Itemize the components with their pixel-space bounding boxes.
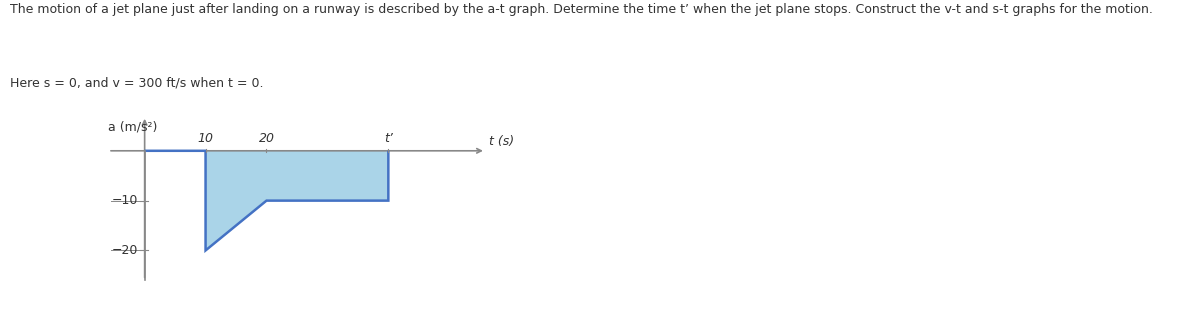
- Text: −20: −20: [112, 244, 138, 257]
- Text: t (s): t (s): [488, 135, 514, 148]
- Text: 10: 10: [198, 132, 214, 145]
- Text: −10: −10: [112, 194, 138, 207]
- Text: a (m/s²): a (m/s²): [108, 121, 157, 134]
- Text: 20: 20: [258, 132, 275, 145]
- Text: t’: t’: [384, 132, 392, 145]
- Text: Here s = 0, and v = 300 ft/s when t = 0.: Here s = 0, and v = 300 ft/s when t = 0.: [10, 76, 263, 89]
- Text: The motion of a jet plane just after landing on a runway is described by the a-t: The motion of a jet plane just after lan…: [10, 3, 1152, 16]
- Polygon shape: [205, 151, 389, 250]
